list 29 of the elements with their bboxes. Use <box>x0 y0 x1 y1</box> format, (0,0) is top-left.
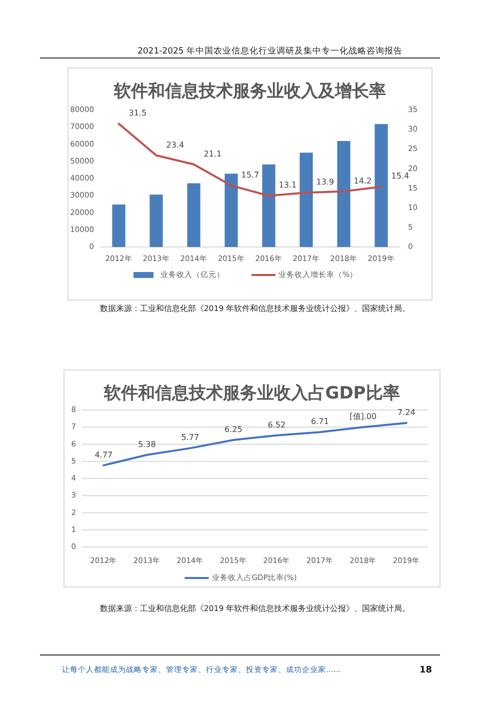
bar <box>374 124 388 247</box>
chart-title: 软件和信息技术服务业收入占GDP比率 <box>103 384 400 404</box>
annotation: [值].00 <box>350 412 377 422</box>
data-label: 15.4 <box>391 172 410 181</box>
data-label: 7.24 <box>397 408 416 418</box>
bar <box>187 183 200 247</box>
data-label: 15.7 <box>241 170 260 180</box>
data-label: 31.5 <box>128 108 147 118</box>
data-label: 6.25 <box>224 424 242 434</box>
data-label: 6.71 <box>310 417 329 426</box>
data-label: 4.77 <box>94 450 113 460</box>
bar <box>300 152 313 247</box>
data-label: 5.77 <box>181 433 200 442</box>
bar <box>224 174 238 247</box>
data-label: 21.1 <box>204 149 222 158</box>
text: 2021-2025 年中国农业信息化行业调研及集中专一化战略咨询报告 <box>137 45 403 56</box>
line-series <box>118 122 382 197</box>
bar <box>112 204 126 247</box>
text: 18 <box>419 665 432 676</box>
bar <box>262 164 276 247</box>
data-label: 5.38 <box>138 440 156 449</box>
data-label: 23.4 <box>166 140 184 150</box>
bar <box>150 194 163 247</box>
data-label: 6.52 <box>268 420 286 430</box>
data-label: 13.9 <box>316 178 334 187</box>
data-label: 13.1 <box>278 180 297 190</box>
bar <box>337 140 350 247</box>
data-label: 14.2 <box>354 176 372 186</box>
chart-title: 软件和信息技术服务业收入及增长率 <box>113 82 386 102</box>
